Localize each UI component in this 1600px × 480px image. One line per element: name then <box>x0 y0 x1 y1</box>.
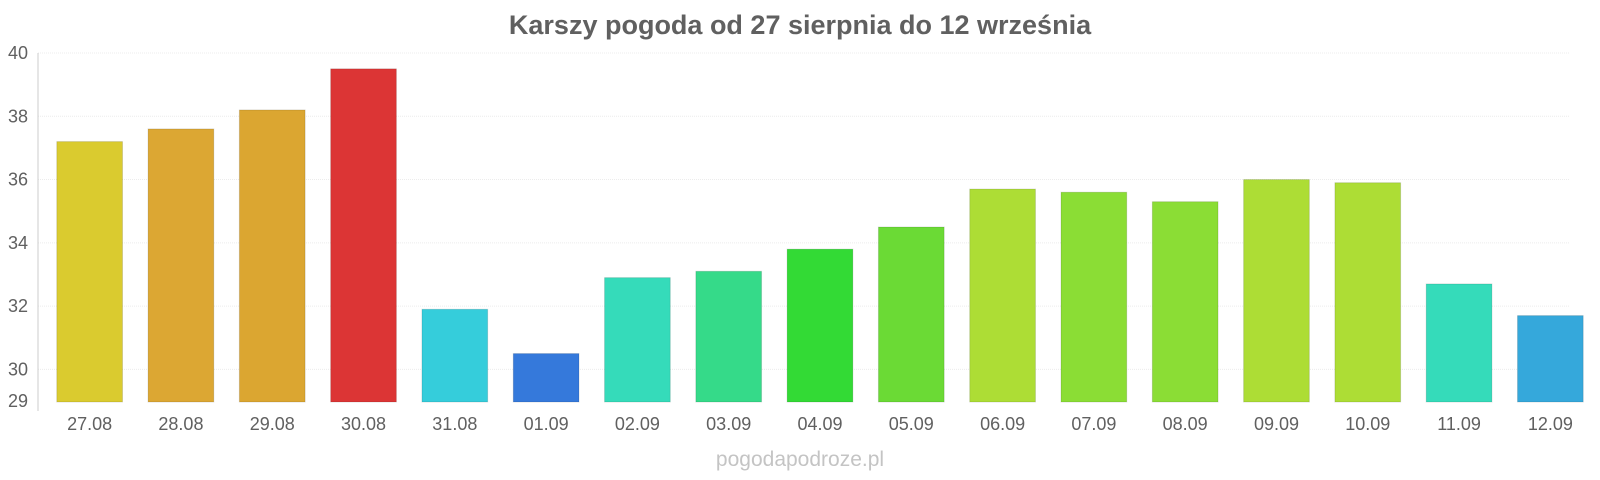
chart-title: Karszy pogoda od 27 sierpnia do 12 wrześ… <box>508 10 1092 40</box>
y-tick-label: 29 <box>8 391 28 411</box>
bar <box>238 109 306 403</box>
x-tick-label: 11.09 <box>1437 414 1481 434</box>
x-tick-labels: 27.08 28.08 29.08 30.08 31.08 01.09 02.09 03.09… <box>67 414 1573 434</box>
y-tick-label: 36 <box>8 170 28 190</box>
y-tick-label: 34 <box>8 233 28 253</box>
bar <box>877 226 945 403</box>
y-tick-label: 40 <box>8 43 28 63</box>
watermark: pogodapodroze.pl <box>715 448 885 471</box>
x-tick-label: 10.09 <box>1345 414 1390 434</box>
bar <box>1151 201 1219 403</box>
bar <box>1243 179 1310 403</box>
bar <box>421 308 489 403</box>
bar <box>330 68 397 403</box>
x-tick-label: 07.09 <box>1071 414 1116 434</box>
bar <box>604 277 671 403</box>
x-tick-label: 01.09 <box>524 414 569 434</box>
x-tick-label: 03.09 <box>706 414 751 434</box>
bar <box>56 141 124 403</box>
x-tick-label: 04.09 <box>797 414 842 434</box>
x-tick-label: 06.09 <box>980 414 1025 434</box>
bar <box>786 248 854 403</box>
bar <box>1516 315 1584 403</box>
x-tick-label: 12.09 <box>1528 414 1573 434</box>
bar <box>969 188 1036 403</box>
bar <box>1060 191 1128 403</box>
x-tick-label: 09.09 <box>1254 414 1299 434</box>
bar <box>1425 283 1493 403</box>
x-tick-label: 28.08 <box>158 414 203 434</box>
y-tick-labels: 29 30 32 34 36 38 40 <box>8 43 28 411</box>
y-tick-label: 32 <box>8 296 28 316</box>
bars <box>56 68 1584 403</box>
x-tick-label: 05.09 <box>889 414 934 434</box>
x-tick-label: 08.09 <box>1163 414 1208 434</box>
x-tick-label: 02.09 <box>615 414 660 434</box>
x-tick-label: 30.08 <box>341 414 386 434</box>
x-tick-label: 31.08 <box>432 414 477 434</box>
x-tick-label: 27.08 <box>67 414 112 434</box>
bar <box>695 270 763 403</box>
x-tick-label: 29.08 <box>250 414 295 434</box>
bar <box>512 353 580 403</box>
bar <box>147 128 215 403</box>
y-tick-label: 38 <box>8 106 28 126</box>
y-tick-label: 30 <box>8 359 28 379</box>
bar <box>1334 182 1402 403</box>
